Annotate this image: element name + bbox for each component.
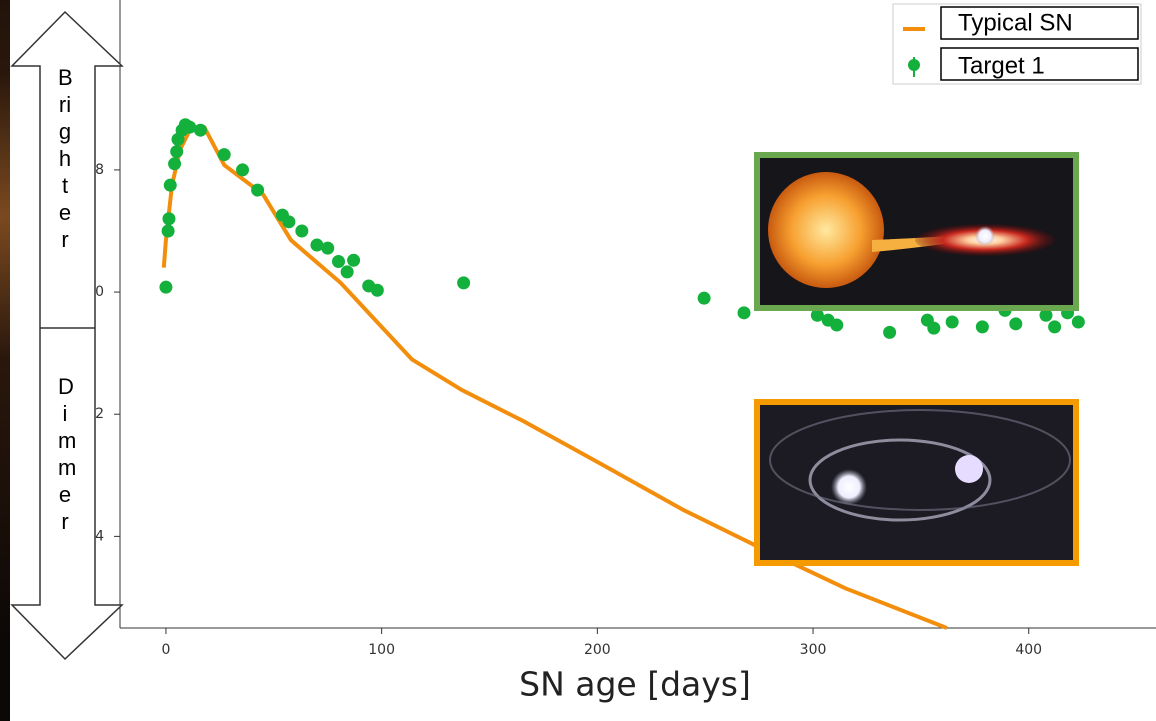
legend-label: Typical SN bbox=[958, 9, 1073, 36]
y-tick-label: 8 bbox=[95, 162, 104, 178]
data-point bbox=[457, 276, 470, 289]
data-point bbox=[347, 254, 360, 267]
data-point bbox=[976, 320, 989, 333]
data-point bbox=[332, 255, 345, 268]
data-point bbox=[168, 157, 181, 170]
data-point bbox=[251, 184, 264, 197]
inset-accretion bbox=[757, 155, 1076, 308]
data-point bbox=[1048, 320, 1061, 333]
data-point bbox=[295, 224, 308, 237]
data-point bbox=[341, 265, 354, 278]
data-point bbox=[698, 292, 711, 305]
data-point bbox=[1072, 315, 1085, 328]
x-tick-label: 100 bbox=[368, 642, 395, 658]
legend: Typical SN Target 1 bbox=[893, 4, 1141, 84]
data-point bbox=[321, 242, 334, 255]
data-point bbox=[282, 215, 295, 228]
data-point bbox=[236, 163, 249, 176]
legend-label: Target 1 bbox=[958, 52, 1045, 79]
data-point bbox=[927, 322, 940, 335]
data-point bbox=[883, 326, 896, 339]
data-point bbox=[946, 315, 959, 328]
y-tick-label: 0 bbox=[95, 284, 104, 300]
data-point bbox=[162, 224, 175, 237]
slide: {"chart_data": {"type": "line", "x_label… bbox=[0, 0, 1156, 721]
legend-swatch bbox=[908, 59, 920, 71]
y-tick-label: 4 bbox=[95, 528, 104, 544]
chart-panel bbox=[10, 0, 1156, 721]
data-point bbox=[218, 148, 231, 161]
data-point bbox=[194, 124, 207, 137]
brighter-label: Brighter bbox=[58, 64, 72, 253]
x-tick-label: 300 bbox=[800, 642, 827, 658]
inset-binary bbox=[757, 402, 1076, 563]
data-point bbox=[371, 284, 384, 297]
data-point bbox=[164, 179, 177, 192]
data-point bbox=[738, 306, 751, 319]
data-point bbox=[830, 319, 843, 332]
x-tick-label: 400 bbox=[1015, 642, 1042, 658]
data-point bbox=[162, 212, 175, 225]
x-tick-label: 200 bbox=[584, 642, 611, 658]
data-point bbox=[170, 145, 183, 158]
x-axis-label: SN age [days] bbox=[519, 665, 751, 704]
chart: 0 100 200 300 400 8 0 2 4 SN age [days] Typical … bbox=[0, 0, 1156, 721]
dimmer-label: Dimmer bbox=[58, 373, 72, 535]
data-point bbox=[1009, 317, 1022, 330]
data-point bbox=[159, 281, 172, 294]
y-tick-label: 2 bbox=[95, 406, 104, 422]
x-tick-label: 0 bbox=[161, 642, 170, 658]
